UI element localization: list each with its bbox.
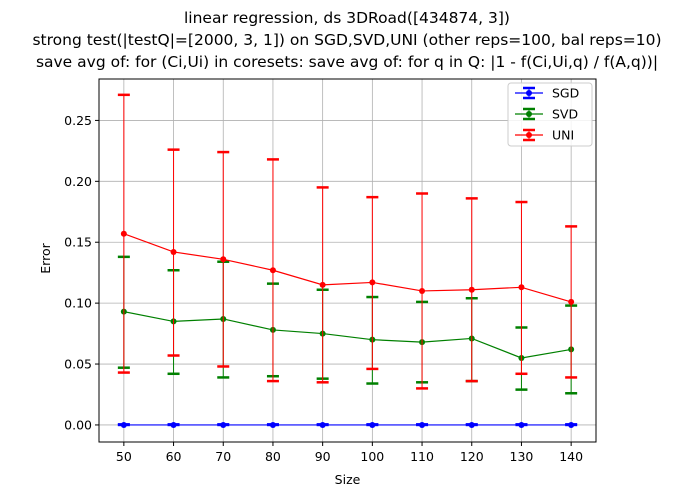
y-tick-label: 0.00 — [64, 417, 92, 432]
data-point — [269, 421, 276, 428]
x-tick-label: 60 — [166, 449, 182, 464]
series-layer — [117, 93, 578, 428]
x-tick-label: 90 — [315, 449, 331, 464]
y-tick-label: 0.20 — [64, 174, 92, 189]
data-point — [319, 421, 326, 428]
legend-marker — [526, 132, 532, 138]
legend-entry-uni: UNI — [515, 128, 574, 143]
x-tick-label: 120 — [460, 449, 484, 464]
data-point — [170, 248, 177, 255]
x-tick-label: 80 — [265, 449, 281, 464]
series-uni — [117, 93, 578, 390]
series-svd — [117, 255, 578, 395]
x-tick-label: 70 — [215, 449, 231, 464]
y-axis-label: Error — [38, 242, 53, 273]
data-point — [518, 421, 525, 428]
data-point — [319, 281, 326, 288]
data-point — [369, 421, 376, 428]
title-line-3: save avg of: for (Ci,Ui) in coresets: sa… — [36, 53, 658, 71]
legend-entry-sgd: SGD — [515, 86, 579, 101]
x-tick-label: 110 — [410, 449, 434, 464]
y-tick-label: 0.15 — [64, 235, 92, 250]
series-sgd — [117, 421, 578, 428]
data-point — [419, 287, 426, 294]
title-line-1: linear regression, ds 3DRoad([434874, 3]… — [184, 9, 510, 27]
legend-marker — [526, 111, 532, 117]
legend-label: SVD — [552, 107, 578, 122]
data-point — [369, 279, 376, 286]
legend-entry-svd: SVD — [515, 107, 578, 122]
y-tick-label: 0.05 — [64, 357, 92, 372]
data-point — [468, 421, 475, 428]
data-point — [419, 421, 426, 428]
title-line-2: strong test(|testQ|=[2000, 3, 1]) on SGD… — [32, 31, 661, 49]
legend-label: SGD — [552, 86, 579, 101]
y-tick-label: 0.10 — [64, 296, 92, 311]
x-axis-label: Size — [335, 472, 361, 487]
series-line — [123, 233, 572, 303]
data-point — [518, 284, 525, 291]
data-point — [468, 286, 475, 293]
x-tick-label: 140 — [559, 449, 583, 464]
plot-frame — [98, 78, 597, 443]
legend-label: UNI — [552, 128, 574, 143]
legend: SGD SVD UNI — [507, 82, 593, 147]
series-line — [123, 311, 572, 359]
data-point — [220, 421, 227, 428]
legend-marker — [526, 90, 532, 96]
data-point — [568, 298, 575, 305]
x-tick-label: 50 — [116, 449, 132, 464]
data-point — [120, 421, 127, 428]
x-tick-label: 100 — [360, 449, 384, 464]
data-point — [170, 421, 177, 428]
data-point — [120, 230, 127, 237]
data-point — [568, 421, 575, 428]
chart-title: linear regression, ds 3DRoad([434874, 3]… — [32, 9, 661, 71]
axes: 50 60 70 80 90 100 110 120 130 140 0.00 0.05 0.10 0.1… — [64, 78, 597, 464]
data-point — [269, 267, 276, 274]
data-point — [220, 256, 227, 263]
x-tick-label: 130 — [510, 449, 534, 464]
y-tick-label: 0.25 — [64, 113, 92, 128]
